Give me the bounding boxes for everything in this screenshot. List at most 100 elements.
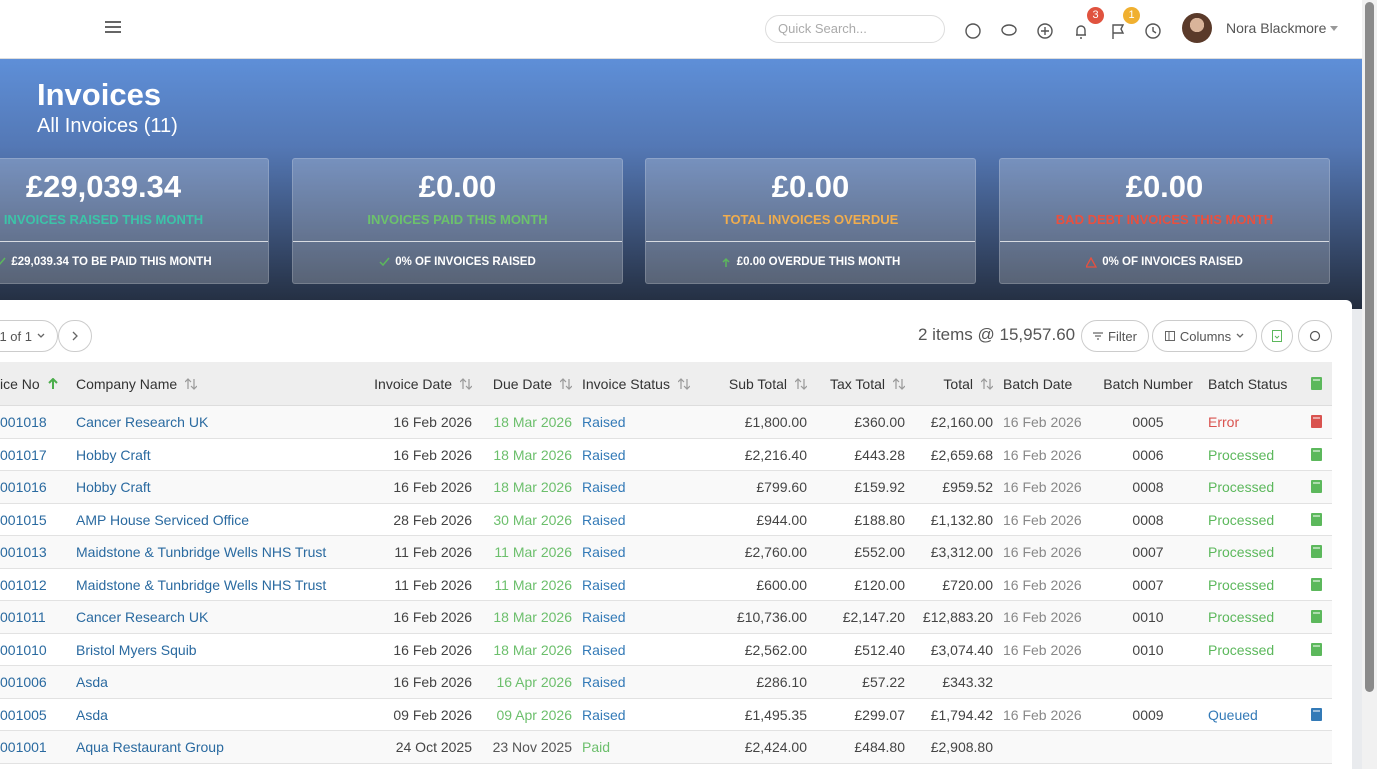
cell-tax-total: £443.28 [854, 446, 905, 463]
batch-icon-cell[interactable] [1311, 577, 1322, 596]
avatar[interactable] [1182, 13, 1212, 43]
cell-status: Raised [582, 706, 626, 723]
batch-icon-shape [1311, 480, 1322, 493]
columns-label: Columns [1179, 328, 1232, 344]
column-header[interactable]: Sub Total [729, 362, 807, 406]
column-header[interactable]: Invoice Date [374, 362, 472, 406]
batch-icon-shape [1311, 577, 1322, 591]
sort-icon [677, 378, 690, 390]
history-icon[interactable] [1145, 23, 1161, 39]
cell-batch-date: 16 Feb 2026 [1003, 641, 1082, 658]
batch-icon-cell[interactable] [1311, 707, 1322, 726]
card-footer: £29,039.34 TO BE PAID THIS MONTH [0, 256, 268, 268]
cell-company[interactable]: Asda [76, 674, 108, 690]
cell-status: Raised [582, 674, 626, 690]
toolbar-icons [965, 23, 1161, 39]
cell-batch-date: 16 Feb 2026 [1003, 511, 1082, 528]
cell-invoice-date: 24 Oct 2025 [395, 739, 472, 755]
pager[interactable]: 1 of 1 [0, 320, 58, 352]
cell-batch-number: 0006 [1132, 446, 1164, 463]
cell-company[interactable]: Hobby Craft [76, 446, 151, 463]
batch-icon-shape [1311, 447, 1322, 461]
scrollbar-thumb[interactable] [1365, 2, 1374, 692]
bell-icon[interactable] [1076, 25, 1086, 39]
batch-icon-cell[interactable] [1311, 545, 1322, 563]
batch-icon-cell[interactable] [1311, 512, 1322, 531]
cell-total: £3,312.00 [930, 544, 993, 560]
refresh-button[interactable] [1298, 320, 1332, 352]
card-divider [293, 241, 622, 242]
batch-icon-cell[interactable] [1311, 642, 1322, 661]
user-menu[interactable]: Nora Blackmore [1226, 20, 1339, 36]
cell-no[interactable]: 001011 [0, 609, 46, 625]
cell-company[interactable]: Bristol Myers Squib [76, 641, 197, 658]
cell-sub-total: £799.60 [756, 479, 807, 495]
cell-status: Raised [582, 576, 626, 593]
cell-company[interactable]: Cancer Research UK [76, 609, 209, 625]
cell-status: Raised [582, 641, 626, 658]
column-header[interactable]: Invoice Status [582, 362, 690, 406]
help-icon[interactable] [965, 23, 981, 39]
cell-batch-status: Processed [1208, 479, 1275, 495]
table-row [0, 601, 1332, 634]
scrollbar[interactable] [1362, 0, 1377, 769]
cell-no[interactable]: 001005 [0, 706, 47, 723]
batch-icon-cell[interactable] [1311, 480, 1322, 498]
columns-caret-shape [1236, 333, 1244, 338]
card-footer-icon [1086, 256, 1098, 268]
column-header: Batch Number [1088, 362, 1208, 406]
column-header[interactable]: Due Date [493, 362, 572, 406]
cell-due-date: 30 Mar 2026 [493, 511, 572, 528]
cell-company[interactable]: AMP House Serviced Office [76, 511, 250, 528]
cell-no[interactable]: 001016 [0, 479, 47, 495]
sort-icon-shape [460, 378, 472, 390]
cell-no[interactable]: 001013 [0, 544, 47, 560]
cell-no[interactable]: 001018 [0, 414, 47, 430]
cell-no[interactable]: 001001 [0, 739, 47, 755]
table-row [0, 471, 1332, 504]
batch-icon-cell[interactable] [1311, 415, 1322, 433]
cell-no[interactable]: 001010 [0, 641, 47, 658]
cell-status: Raised [582, 414, 626, 430]
cell-status: Raised [582, 609, 626, 625]
column-header[interactable]: Tax Total [830, 362, 905, 406]
filter-button[interactable]: Filter [1081, 320, 1149, 352]
card-footer-icon-shape [0, 257, 6, 265]
cell-sub-total: £1,800.00 [744, 414, 807, 430]
cell-no[interactable]: 001006 [0, 674, 47, 690]
stat-card: £0.00 BAD DEBT INVOICES THIS MONTH 0% OF I… [999, 158, 1330, 284]
cell-company[interactable]: Maidstone & Tunbridge Wells NHS Trust [76, 576, 327, 593]
columns-button[interactable]: Columns [1152, 320, 1257, 352]
cell-company[interactable]: Aqua Restaurant Group [76, 739, 224, 755]
cell-no[interactable]: 001012 [0, 576, 47, 593]
menu-icon[interactable] [105, 21, 121, 34]
column-header[interactable]: Company Name [76, 362, 198, 406]
column-label: Batch Date [1003, 376, 1073, 392]
cell-tax-total: £120.00 [854, 576, 905, 593]
cell-no[interactable]: 001015 [0, 511, 47, 528]
cell-company[interactable]: Cancer Research UK [76, 414, 209, 430]
add-icon[interactable] [1037, 23, 1053, 39]
flag-icon[interactable] [1112, 24, 1125, 39]
cell-batch-number: 0010 [1132, 609, 1164, 625]
cell-no[interactable]: 001017 [0, 446, 47, 463]
sort-icon [981, 378, 993, 390]
export-icon-shape [1272, 330, 1282, 342]
card-amount: £0.00 [771, 169, 850, 204]
cell-company[interactable]: Maidstone & Tunbridge Wells NHS Trust [76, 544, 327, 560]
search-box[interactable]: Quick Search... [765, 15, 945, 43]
column-header[interactable]: Total [943, 362, 993, 406]
cell-company[interactable]: Hobby Craft [76, 479, 151, 495]
cell-sub-total: £2,760.00 [744, 544, 807, 560]
next-page[interactable] [58, 320, 92, 352]
column-header[interactable]: ice No [0, 362, 58, 406]
cell-due-date: 18 Mar 2026 [493, 641, 572, 658]
chat-icon[interactable] [1001, 24, 1017, 36]
cell-company[interactable]: Asda [76, 706, 108, 723]
column-label: Invoice Date [374, 376, 452, 392]
export-button[interactable] [1261, 320, 1293, 352]
column-label: Tax Total [830, 376, 885, 392]
batch-icon-cell[interactable] [1311, 447, 1322, 466]
batch-icon-cell[interactable] [1311, 610, 1322, 628]
batch-icon [1311, 545, 1322, 558]
